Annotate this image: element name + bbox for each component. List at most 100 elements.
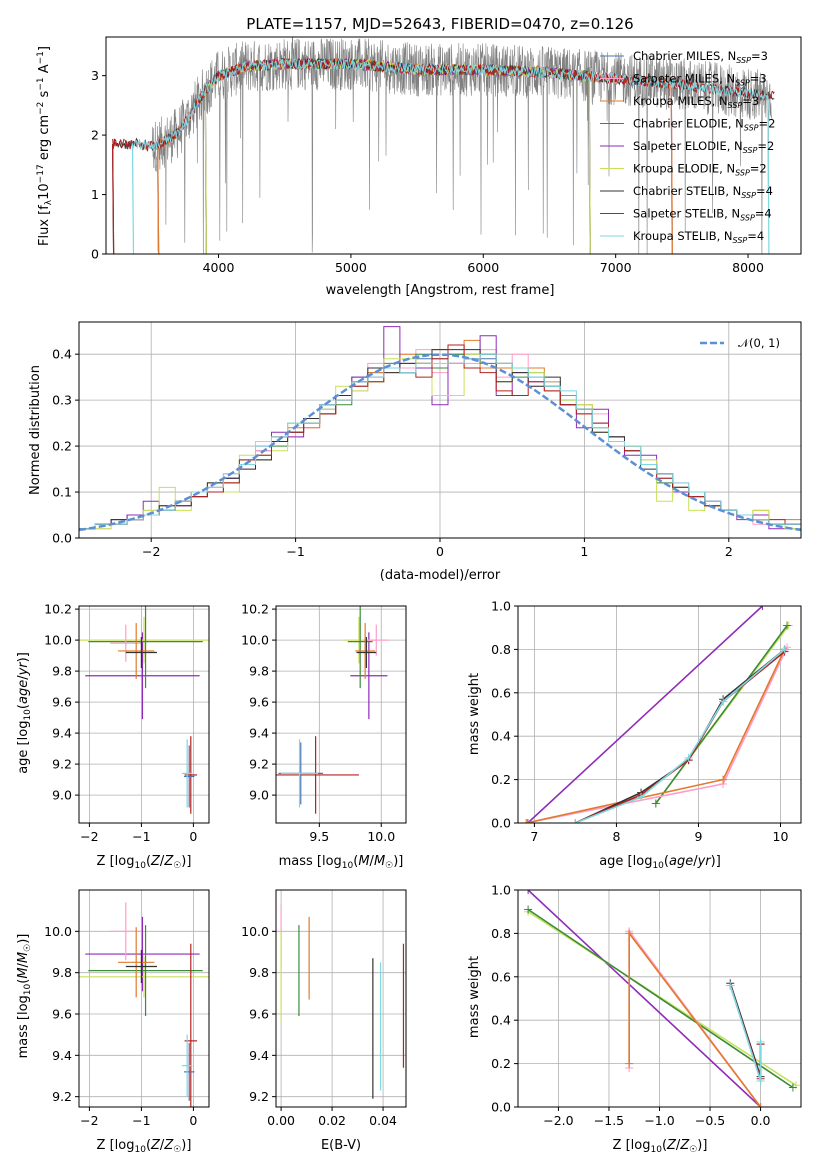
x-tick-label: 0.02	[318, 1113, 346, 1128]
y-tick-label: 0.0	[491, 1100, 511, 1115]
mass-weight-vs-age-panel: 7 8 9 10 0.0 0.2 0.4 0.6 0.8 1.0	[491, 599, 802, 844]
weight-marker	[684, 753, 693, 762]
y-tick-label: 10.0	[241, 633, 269, 648]
legend-rest: =4	[755, 207, 772, 221]
legend-sub: SSP	[728, 101, 743, 110]
spectrum-panel: 4000 5000 6000 7000 8000 0 1 2 3	[91, 36, 802, 275]
y-tick-label: 10.2	[241, 602, 269, 617]
y-tick-label: 0.0	[52, 531, 72, 546]
weight-marker	[625, 1059, 634, 1068]
x-tick-label: 8000	[732, 260, 764, 275]
axes-frame	[275, 889, 407, 1108]
y-tick-label: 9.4	[249, 1048, 269, 1063]
x-tick-label: 0	[189, 829, 197, 844]
legend-label: Chabrier STELIB, NSSP=4	[633, 184, 773, 200]
residuals-ylabel: Normed distribution	[28, 365, 43, 495]
x-tick-label: 9	[694, 829, 702, 844]
x-tick-label: −1	[286, 544, 304, 559]
x-tick-label: −1	[132, 1113, 150, 1128]
legend-sub: SSP	[733, 236, 748, 245]
y-tick-label: 0	[91, 247, 99, 262]
weight-line	[575, 650, 786, 823]
age-vs-metallicity-panel: −2 −1 0 9.0 9.2 9.4 9.6 9.8 10.0 10.2	[44, 602, 210, 844]
x-tick-label: −0.5	[695, 1113, 725, 1128]
y-tick-label: 2	[91, 128, 99, 143]
weight-marker	[571, 819, 580, 823]
y-tick-label: 0.2	[491, 1056, 511, 1071]
weight-marker	[783, 621, 792, 630]
weight-marker	[758, 606, 767, 610]
y-tick-label: 9.4	[52, 1048, 72, 1063]
plot-area	[524, 890, 800, 1107]
x-tick-label: −2	[80, 829, 98, 844]
legend-rest: =3	[751, 49, 768, 63]
residuals-xlabel: (data-model)/error	[380, 568, 501, 583]
y-tick-label: 0.1	[52, 485, 72, 500]
x-tick-label: −1.5	[594, 1113, 624, 1128]
axes-frame	[78, 321, 802, 539]
weight-vs-age-ylabel: mass weight	[467, 673, 482, 755]
model-edge	[204, 90, 207, 254]
legend-label: Kroupa STELIB, NSSP=4	[633, 229, 764, 245]
x-tick-label: 10	[773, 829, 789, 844]
legend-rest: =2	[750, 162, 767, 176]
legend-label: Chabrier ELODIE, NSSP=2	[633, 117, 775, 133]
axes-frame	[275, 605, 407, 824]
legend-rest: =4	[756, 184, 773, 198]
y-tick-label: 10.0	[241, 924, 269, 939]
weight-vs-Z-ylabel: mass weight	[467, 956, 482, 1038]
x-tick-label: 5000	[335, 260, 367, 275]
legend-label: Salpeter STELIB, NSSP=4	[633, 207, 772, 223]
mass-weight-vs-metallicity-panel: −2.0 −1.5 −1.0 −0.5 0.0 0.0 0.2 0.4 0.6 0.8 1.0	[491, 883, 802, 1128]
x-tick-label: −1.0	[644, 1113, 674, 1128]
x-tick-label: 0.0	[751, 1113, 771, 1128]
y-tick-label: 1	[91, 187, 99, 202]
axes-frame	[517, 605, 802, 824]
residual-histogram	[79, 353, 801, 530]
mass-vs-ebv-xlabel: E(B-V)	[321, 1138, 361, 1153]
legend-rest: =2	[759, 117, 776, 131]
y-tick-label: 9.4	[249, 726, 269, 741]
residuals-legend: 𝒩(0, 1)	[700, 336, 780, 350]
plot-area	[79, 902, 209, 1107]
plot-area	[522, 606, 793, 823]
y-tick-label: 9.4	[52, 726, 72, 741]
age-vs-Z-ylabel: age [log10(age/yr)]	[16, 652, 33, 774]
y-tick-label: 0.8	[491, 926, 511, 941]
x-tick-label: 0	[189, 1113, 197, 1128]
weight-marker	[756, 1037, 765, 1046]
mass-vs-extinction-panel: 0.00 0.02 0.04 9.2 9.4 9.6 9.8 10.0	[241, 889, 407, 1128]
age-vs-Z-xlabel: Z [log10(Z/Z☉)]	[97, 854, 192, 871]
y-tick-label: 9.8	[52, 965, 72, 980]
model-edge	[131, 144, 135, 254]
weight-marker	[756, 1076, 765, 1085]
weight-marker	[524, 890, 533, 894]
mass-vs-metallicity-panel: −2 −1 0 9.2 9.4 9.6 9.8 10.0	[44, 889, 210, 1128]
y-tick-label: 9.2	[52, 757, 72, 772]
y-tick-label: 0.6	[491, 969, 511, 984]
weight-line	[527, 890, 762, 1107]
x-tick-label: 1	[580, 544, 588, 559]
y-tick-label: 9.2	[249, 1089, 269, 1104]
legend-sub: SSP	[736, 56, 751, 65]
legend-sub: SSP	[740, 214, 755, 223]
x-tick-label: −2	[142, 544, 160, 559]
spectrum-title: PLATE=1157, MJD=52643, FIBERID=0470, z=0…	[246, 15, 633, 33]
axes-frame	[105, 36, 802, 255]
y-tick-label: 9.8	[249, 965, 269, 980]
weight-vs-Z-xlabel: Z [log10(Z/Z☉)]	[613, 1138, 708, 1155]
x-tick-label: −1	[132, 829, 150, 844]
weight-marker	[780, 645, 789, 654]
spectrum-ylabel: Flux [fλ10−17 erg cm−2 s−1 A−1]	[36, 46, 54, 246]
spectrum-legend: Chabrier MILES, NSSP=3 Salpeter MILES, NS…	[600, 49, 775, 245]
x-tick-label: 2	[725, 544, 733, 559]
y-tick-label: 10.2	[44, 602, 72, 617]
spectrum-xlabel: wavelength [Angstrom, rest frame]	[326, 283, 555, 298]
legend-sub: SSP	[744, 124, 759, 133]
weight-marker	[637, 792, 646, 801]
legend-sub: SSP	[735, 79, 750, 88]
x-tick-label: 6000	[467, 260, 499, 275]
weight-line	[527, 911, 797, 1086]
x-tick-label: 7	[530, 829, 538, 844]
axes-frame	[517, 889, 802, 1108]
